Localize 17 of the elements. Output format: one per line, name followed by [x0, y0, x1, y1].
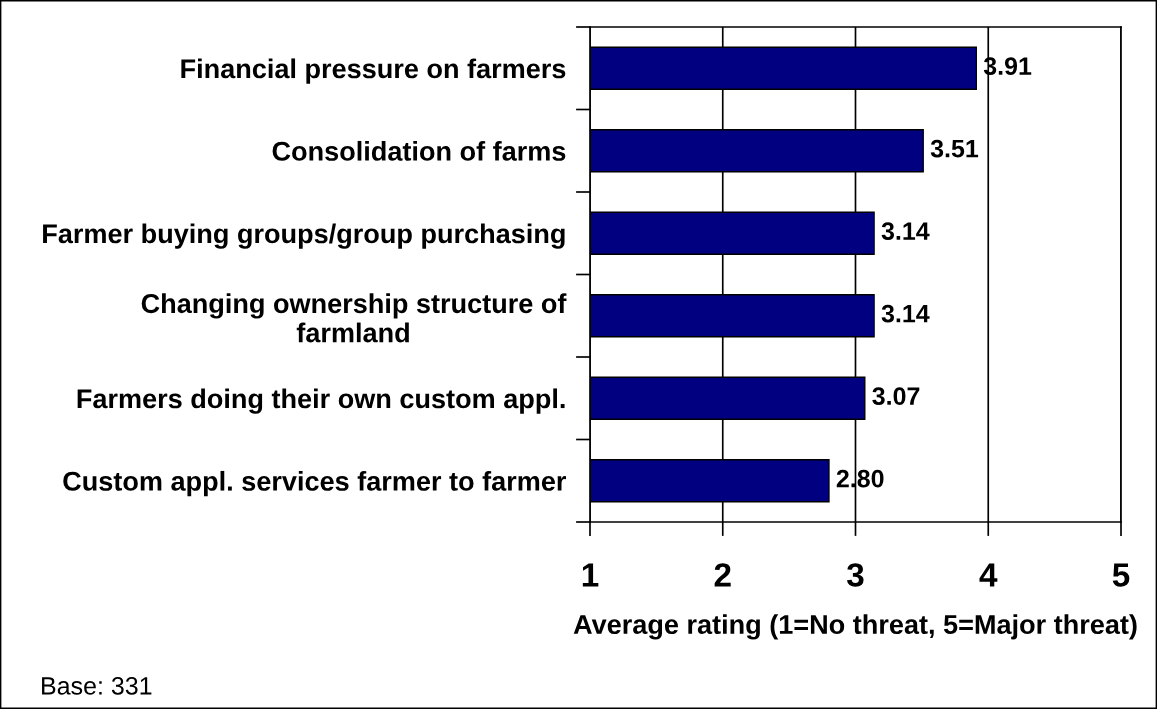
x-axis-title: Average rating (1=No threat, 5=Major threat) — [573, 614, 1137, 640]
text: Base: 331 — [42, 677, 152, 695]
data-label: 3.14 — [881, 222, 930, 240]
y-tick-label: Changing ownership structure of farmland — [141, 293, 567, 343]
y-tick-label: Financial pressure on farmers — [181, 58, 566, 84]
x-tick-label: 2 — [714, 563, 731, 587]
x-tick-label: 4 — [979, 563, 998, 587]
data-label: 3.14 — [881, 304, 930, 323]
x-tick-label: 5 — [1112, 563, 1130, 587]
y-tick-label: Farmer buying groups/group purchasing — [43, 223, 565, 249]
x-tick-label: 3 — [847, 563, 864, 587]
y-tick-label: Farmers doing their own custom appl. — [77, 388, 565, 414]
y-tick-label: Consolidation of farms — [272, 140, 566, 161]
data-label: 3.51 — [930, 139, 979, 158]
x-tick-label: 1 — [582, 563, 599, 587]
data-label: 3.07 — [872, 387, 920, 405]
y-tick-label: Custom appl. services farmer to farmer — [63, 470, 566, 497]
